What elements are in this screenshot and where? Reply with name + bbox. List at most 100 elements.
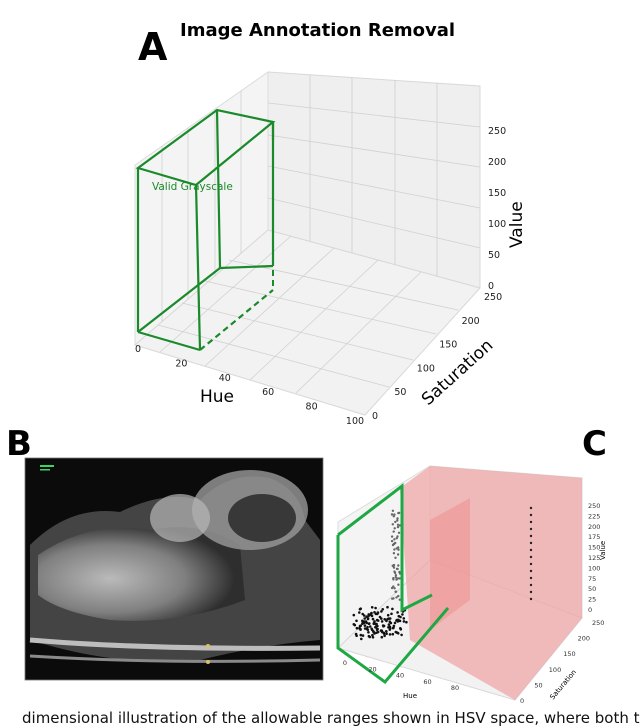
scatter-point <box>355 619 358 623</box>
scatter-point <box>393 527 396 530</box>
scatter-point <box>380 610 383 613</box>
scatter-point <box>371 636 375 639</box>
scatter-point <box>396 632 400 635</box>
panel-a: A Image Annotation Removal <box>133 20 527 427</box>
scatter-point <box>394 574 398 577</box>
c-z-tick-label: 75 <box>588 575 596 583</box>
c-y-tick-label: 250 <box>592 619 604 627</box>
scatter-point <box>396 523 400 526</box>
scatter-point <box>529 562 533 566</box>
scatter-point <box>391 543 395 547</box>
y-tick-label: 150 <box>439 340 457 351</box>
scatter-point <box>393 538 396 541</box>
c-x-tick-label: 0 <box>343 659 347 667</box>
c-scatter-points <box>352 506 533 641</box>
scatter-point <box>400 633 403 637</box>
scatter-point <box>367 634 371 638</box>
scatter-point <box>392 552 396 555</box>
scatter-point <box>370 627 374 631</box>
scatter-point <box>387 623 391 626</box>
scatter-point <box>402 620 406 623</box>
panel-b: B <box>6 424 324 681</box>
scatter-point <box>529 555 533 559</box>
scatter-point <box>529 513 533 517</box>
scatter-point <box>389 621 393 625</box>
y-tick-label: 0 <box>372 411 378 422</box>
scatter-point <box>392 624 396 628</box>
scatter-point <box>371 617 375 621</box>
scatter-point <box>359 633 363 637</box>
scatter-point <box>374 625 378 628</box>
c-z-tick-label: 25 <box>588 596 596 604</box>
scatter-point <box>393 621 397 625</box>
z-tick-label: 100 <box>488 219 506 230</box>
scatter-point <box>352 613 356 617</box>
scatter-point <box>391 632 395 636</box>
scatter-point <box>397 511 401 515</box>
scatter-point <box>380 635 384 639</box>
scatter-point <box>369 612 373 616</box>
y-tick-label: 50 <box>394 387 406 398</box>
scatter-point <box>399 628 403 631</box>
c-z-tick-label: 50 <box>588 585 596 593</box>
c-z-tick-label: 175 <box>588 533 600 541</box>
scatter-point <box>396 620 400 623</box>
c-y-tick-label: 100 <box>549 666 561 674</box>
scatter-point <box>398 524 402 527</box>
scatter-point <box>394 590 398 593</box>
scatter-point <box>367 613 371 616</box>
c-z-tick-label: 225 <box>588 512 600 520</box>
scatter-point <box>371 633 374 637</box>
scatter-point <box>396 525 400 529</box>
c-y-tick-label: 0 <box>520 697 524 705</box>
scatter-point <box>529 597 533 601</box>
scatter-point <box>381 608 385 611</box>
scatter-point <box>391 523 394 526</box>
c-z-tick-label: 200 <box>588 523 600 531</box>
scatter-point <box>394 556 397 559</box>
scatter-point <box>363 617 367 620</box>
scatter-point <box>368 625 372 628</box>
scatter-point <box>355 626 359 630</box>
c-z-tick-label: 250 <box>588 502 600 510</box>
scatter-point <box>391 597 394 600</box>
ultrasound-image <box>29 465 321 664</box>
scatter-point <box>529 534 533 538</box>
scatter-point <box>393 587 396 590</box>
scatter-point <box>392 577 395 580</box>
scatter-point <box>529 548 533 552</box>
scatter-point <box>375 622 378 626</box>
scatter-point <box>370 606 374 609</box>
z-tick-label: 250 <box>488 126 506 137</box>
scatter-point <box>380 617 383 620</box>
x-tick-label: 40 <box>219 373 231 384</box>
scatter-point <box>392 566 396 569</box>
scatter-point <box>394 630 398 634</box>
scatter-point <box>395 537 398 540</box>
scatter-point <box>358 607 362 611</box>
scatter-point <box>373 620 376 623</box>
scatter-point <box>388 617 392 620</box>
scatter-point <box>353 623 357 627</box>
scatter-point <box>372 622 376 625</box>
scatter-point <box>385 630 388 633</box>
grid-lines <box>157 75 481 394</box>
scatter-point <box>405 620 408 624</box>
c-x-tick-label: 60 <box>423 678 431 686</box>
scatter-point <box>386 613 390 617</box>
panel-c: C 02040608005010015020025002550751001251… <box>336 424 607 705</box>
scatter-point <box>398 598 401 601</box>
scatter-point <box>529 506 533 510</box>
x-tick-label: 0 <box>135 344 141 355</box>
scatter-point <box>391 626 395 630</box>
c-y-tick-label: 200 <box>578 635 590 643</box>
scatter-point <box>397 531 401 534</box>
scatter-point <box>397 594 400 598</box>
scatter-point <box>361 621 365 625</box>
scatter-point <box>394 576 397 579</box>
scatter-point <box>380 620 384 623</box>
scatter-point <box>361 634 365 637</box>
scatter-point <box>365 615 368 618</box>
scatter-point <box>390 535 394 538</box>
scatter-point <box>366 617 370 621</box>
